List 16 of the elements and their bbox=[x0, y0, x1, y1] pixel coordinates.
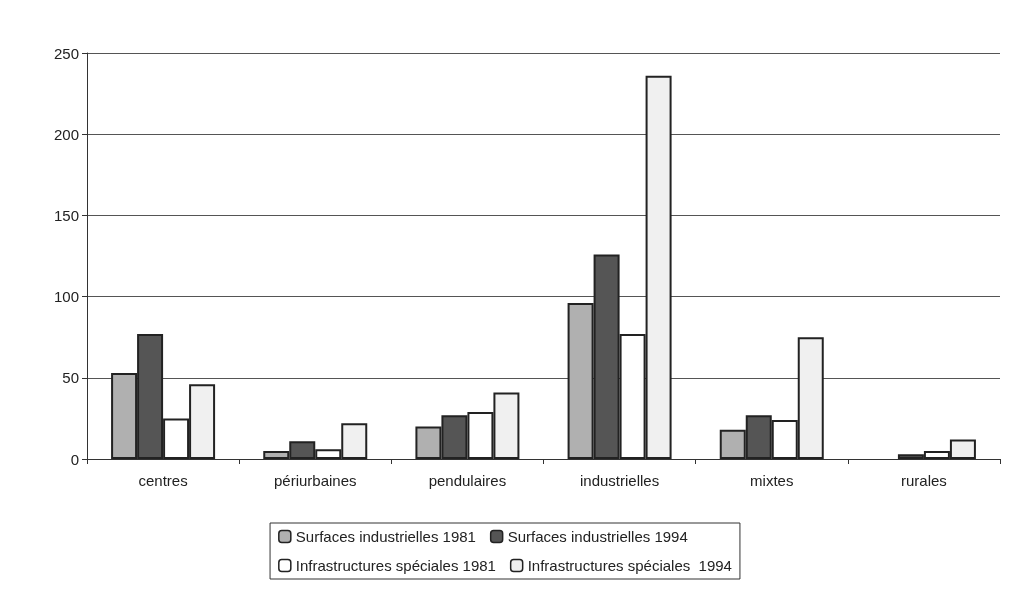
y-tick-label: 250 bbox=[53, 44, 79, 62]
x-tick-label: industrielles bbox=[579, 472, 660, 489]
legend-label: Infrastructures spéciales 1994 bbox=[527, 557, 732, 574]
x-tick-label: pendulaires bbox=[428, 472, 507, 489]
legend-label: Infrastructures spéciales 1981 bbox=[295, 557, 496, 574]
x-tick-label: périurbaines bbox=[273, 472, 357, 489]
y-tick-label: 100 bbox=[53, 288, 79, 306]
x-tick-label: rurales bbox=[900, 472, 947, 489]
legend-label: Surfaces industrielles 1994 bbox=[507, 528, 688, 545]
y-tick-label: 50 bbox=[62, 369, 79, 387]
y-tick-label: 150 bbox=[53, 206, 79, 224]
x-tick-label: mixtes bbox=[750, 472, 794, 489]
y-tick-label: 0 bbox=[70, 450, 79, 468]
x-tick-label: centres bbox=[138, 472, 188, 489]
legend-label: Surfaces industrielles 1981 bbox=[295, 528, 476, 545]
y-tick-label: 200 bbox=[53, 125, 79, 143]
